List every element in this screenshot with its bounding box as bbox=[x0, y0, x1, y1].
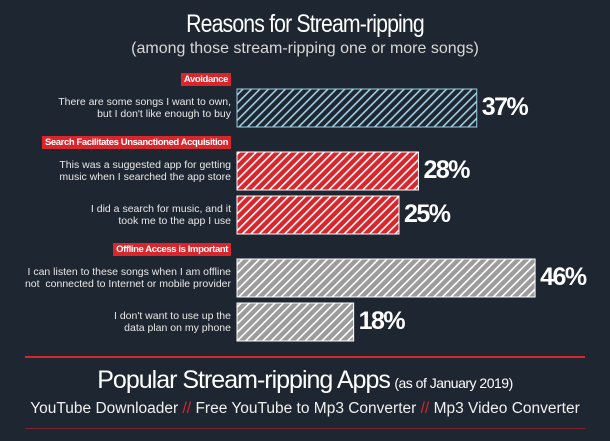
apps-list: YouTube Downloader // Free YouTube to Mp… bbox=[0, 400, 610, 418]
divider bbox=[25, 428, 585, 429]
category-label: I don't want to use up the data plan on … bbox=[113, 310, 231, 334]
category-label: There are some songs I want to own, but … bbox=[58, 96, 231, 120]
category-label: This was a suggested app for getting mus… bbox=[59, 159, 231, 183]
value-label: 28% bbox=[423, 156, 470, 184]
separator: // bbox=[420, 400, 430, 417]
bar bbox=[236, 302, 355, 342]
chart-subtitle: (among those stream-ripping one or more … bbox=[131, 40, 479, 57]
value-label: 25% bbox=[404, 200, 451, 228]
value-label: 46% bbox=[540, 263, 587, 291]
app-name: Free YouTube to Mp3 Converter bbox=[195, 400, 417, 417]
separator: // bbox=[182, 400, 192, 417]
app-name: YouTube Downloader bbox=[30, 400, 179, 417]
value-label: 18% bbox=[358, 307, 406, 335]
bar bbox=[236, 258, 536, 298]
category-label: I can listen to these songs when I am of… bbox=[24, 266, 231, 290]
bar bbox=[236, 88, 478, 128]
category-label: I did a search for music, and it took me… bbox=[90, 203, 231, 227]
apps-title: Popular Stream-ripping Apps bbox=[97, 366, 391, 394]
app-name: Mp3 Video Converter bbox=[433, 400, 580, 417]
group-label: Avoidance bbox=[180, 73, 231, 86]
apps-heading: Popular Stream-ripping Apps (as of Janua… bbox=[0, 366, 610, 395]
divider bbox=[25, 356, 585, 358]
bar bbox=[236, 195, 400, 235]
chart-title: Reasons for Stream-ripping bbox=[186, 10, 425, 38]
apps-note: (as of January 2019) bbox=[394, 375, 513, 391]
group-label: Search Facilitates Unsanctioned Acquisit… bbox=[41, 136, 231, 149]
value-label: 37% bbox=[481, 93, 529, 121]
bar bbox=[236, 151, 419, 191]
group-label: Offline Access is Important bbox=[113, 243, 231, 256]
